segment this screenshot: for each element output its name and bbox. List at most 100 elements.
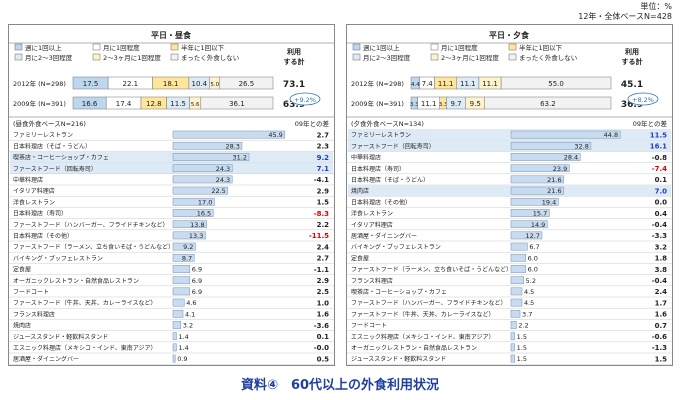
stacked-total: 36.9 [621, 100, 643, 110]
bar [172, 321, 182, 329]
bar [510, 231, 543, 240]
stacked-total: 45.1 [621, 80, 643, 90]
figure-caption: 資料④ 60代以上の外食利用状況 [240, 378, 440, 393]
category-label: 居酒屋・ダイニングバー [351, 232, 417, 240]
bar [172, 309, 184, 318]
bar-value: 6.7 [529, 243, 539, 251]
segment-label: 9.5 [470, 100, 481, 108]
segment-label: 10.4 [192, 80, 208, 88]
bar-value: 14.9 [531, 221, 545, 229]
bar-value: 19.4 [542, 198, 556, 206]
bar [172, 343, 177, 352]
category-label: 焼肉店 [13, 322, 31, 330]
diff-value: 7.0 [655, 187, 668, 195]
bar-value: 0.9 [177, 355, 187, 363]
legend-swatch [430, 53, 439, 61]
bar-value: 6.9 [192, 277, 202, 285]
segment-label: 3.3 [410, 102, 419, 108]
bar-value: 12.7 [525, 232, 539, 240]
stacked-segment [200, 96, 274, 110]
panel-dinner: 平日・夕食 週に1回以上 月に1回程度 半年に1回以下 月に2～3回程度 2～3ヶ月に1回… [346, 24, 673, 366]
total-header: 利用 [287, 47, 301, 56]
diff-value: 0.5 [317, 355, 330, 363]
stacked-total: 63.9 [283, 100, 305, 110]
unit-label: 単位：% [640, 2, 672, 11]
diff-value: -7.4 [652, 165, 667, 173]
segment-label: 18.1 [163, 80, 179, 88]
bar [510, 253, 526, 262]
segment-label: 55.0 [548, 80, 564, 88]
legend-label: 月に1回程度 [441, 43, 478, 52]
bar [510, 153, 581, 161]
bar [510, 242, 528, 251]
category-label: フードコート [351, 323, 387, 330]
bar [172, 298, 185, 307]
category-label: ファーストフード（ハンバーガー、フライドチキンなど） [351, 299, 506, 307]
diff-header: 09年との差 [633, 119, 668, 128]
bar-value: 28.3 [225, 142, 239, 150]
diff-value: -0.0 [314, 344, 329, 352]
chart-title: 平日・夕食 [489, 30, 530, 40]
bar-value: 5.2 [526, 277, 536, 285]
segment-label: 11.1 [438, 80, 454, 88]
bar [510, 186, 564, 195]
category-label: ジューススタンド・軽飲料スタンド [13, 333, 108, 341]
segment-label: 9.7 [450, 100, 461, 108]
category-label: 洋食レストラン [351, 210, 393, 218]
category-label: エスニック料理店（メキシコ・インド、東南アジア） [13, 344, 157, 352]
diff-value: -0.8 [652, 154, 667, 162]
bar-value: 16.5 [197, 210, 211, 218]
stacked-total: 73.1 [283, 80, 305, 90]
diff-value: -0.4 [652, 221, 667, 229]
legend-swatch [508, 53, 517, 61]
segment-label: 4.4 [411, 82, 420, 88]
bar-value: 32.8 [574, 142, 588, 150]
segment-label: 16.6 [82, 100, 98, 108]
total-header: する計 [284, 57, 305, 66]
diff-value: -8.3 [314, 210, 329, 218]
bar-value: 13.3 [189, 232, 203, 240]
category-label: 日本料理店（そば・うどん） [13, 142, 91, 150]
bar-value: 4.5 [524, 288, 534, 296]
category-label: オーガニックレストラン・自然食品レストラン [13, 277, 139, 285]
bar [172, 141, 243, 150]
diff-value: -1.3 [652, 344, 667, 352]
diff-badge-label: +9.2% [294, 96, 316, 104]
legend-swatch [352, 53, 361, 61]
bar-value: 1.5 [517, 333, 527, 341]
diff-value: -1.1 [314, 266, 329, 274]
diff-value: 3.2 [655, 243, 668, 251]
legend-swatch [92, 43, 101, 51]
base-label: 12年・全体ベースN=428 [578, 12, 672, 21]
category-label: ファミリーレストラン [13, 132, 73, 139]
bar-value: 44.8 [604, 131, 618, 139]
legend-swatch [92, 53, 101, 61]
bar [510, 220, 548, 229]
bar-value: 4.1 [185, 310, 195, 318]
diff-value: 9.2 [317, 154, 330, 162]
bar-value: 13.8 [190, 221, 204, 229]
category-label: 定食屋 [13, 266, 31, 274]
diff-value: 2.4 [317, 243, 330, 251]
bar [510, 298, 523, 307]
diff-value: 0.4 [655, 210, 668, 218]
category-label: フランス料理店 [13, 310, 55, 318]
legend-label: 月に1回程度 [103, 43, 140, 52]
category-label: 中華料理店 [351, 154, 381, 162]
diff-value: 11.5 [650, 131, 667, 139]
bar [510, 321, 517, 329]
bar-value: 45.9 [268, 131, 282, 139]
stacked-row-label: 2009年 (N=391) [351, 99, 404, 108]
legend-label: 2～3ヶ月に1回程度 [103, 53, 161, 62]
bar [510, 309, 521, 318]
category-label: イタリア料理店 [351, 221, 393, 229]
base-label: (昼食外食ベースN=216) [13, 119, 86, 128]
legend-label: 週に1回以上 [25, 43, 62, 52]
category-label: ファーストフード（ラーメン、立ち食いそば・うどんなど） [351, 266, 512, 274]
diff-value: 1.6 [655, 311, 668, 319]
bar [510, 265, 526, 273]
bar [510, 197, 559, 206]
segment-label: 7.4 [422, 80, 434, 88]
bar-value: 1.5 [517, 344, 527, 352]
diff-value: 2.5 [317, 288, 330, 296]
